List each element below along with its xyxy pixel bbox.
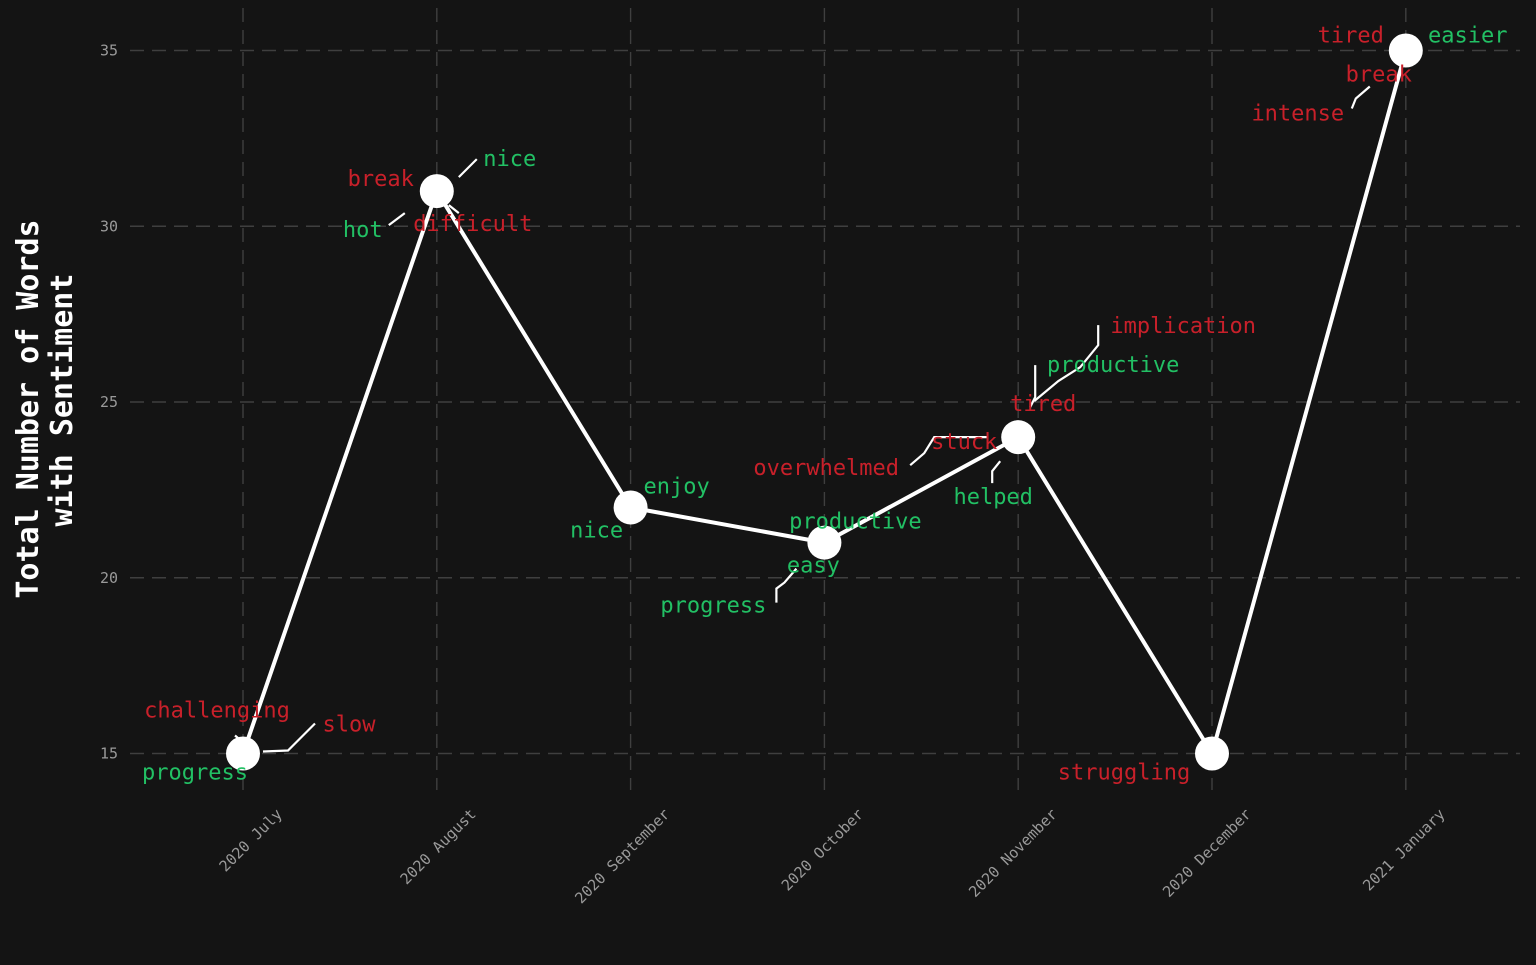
annotation-word-positive: productive xyxy=(1047,353,1179,378)
y-axis-label-line-1: Total Number of Words xyxy=(11,219,46,598)
annotation-word-positive: progress xyxy=(142,761,248,786)
annotation-word-negative: stuck xyxy=(931,430,997,455)
y-axis-label-line-2: with Sentiment xyxy=(45,274,80,527)
annotation-word-negative: break xyxy=(1346,63,1412,88)
data-point xyxy=(613,490,648,525)
annotation-word-positive: progress xyxy=(660,594,766,619)
data-point xyxy=(1195,736,1229,771)
annotation-leader xyxy=(1029,365,1037,408)
annotation-word-positive: enjoy xyxy=(643,474,709,499)
y-tick-label: 15 xyxy=(100,745,118,763)
annotation-word-negative: tired xyxy=(1318,24,1384,49)
annotation-word-negative: struggling xyxy=(1058,761,1190,786)
annotation-leader xyxy=(458,158,478,178)
annotation-word-negative: break xyxy=(348,167,414,192)
annotation-word-positive: easy xyxy=(787,554,840,579)
annotation-word-negative: challenging xyxy=(144,699,290,724)
annotation-leader xyxy=(1033,325,1100,402)
y-tick-label: 20 xyxy=(100,569,118,587)
data-points xyxy=(226,33,1423,771)
annotation-word-negative: implication xyxy=(1110,314,1256,339)
annotation-word-negative: intense xyxy=(1251,102,1344,127)
annotation-word-negative: slow xyxy=(323,713,377,738)
grid-layer xyxy=(130,8,1520,790)
y-tick-label: 25 xyxy=(100,393,118,411)
annotation-word-positive: hot xyxy=(343,218,383,243)
annotation-word-positive: helped xyxy=(953,485,1032,510)
annotation-leader xyxy=(388,212,406,226)
annotation-leaders xyxy=(234,85,1371,753)
y-tick-labels: 15 20 25 30 35 xyxy=(100,42,118,763)
y-tick-label: 30 xyxy=(100,217,118,235)
annotation-words: challenging slow progress nice break hot diffi… xyxy=(142,24,1508,786)
data-point xyxy=(419,174,454,209)
annotation-word-negative: tired xyxy=(1010,392,1076,417)
annotation-word-positive: nice xyxy=(570,518,623,543)
annotation-leader xyxy=(991,460,1002,484)
annotation-word-negative: difficult xyxy=(413,212,532,237)
y-axis-label: Total Number of Words with Sentiment xyxy=(11,201,80,598)
annotation-word-negative: overwhelmed xyxy=(753,456,899,481)
y-tick-label: 35 xyxy=(100,42,118,60)
data-point xyxy=(1001,420,1036,455)
annotation-leader xyxy=(775,567,798,603)
annotation-word-positive: productive xyxy=(789,510,921,535)
data-point xyxy=(1388,33,1423,68)
annotation-word-positive: easier xyxy=(1428,24,1507,49)
annotation-leader xyxy=(909,436,989,466)
annotation-leader xyxy=(448,204,460,214)
annotation-leader xyxy=(262,722,316,753)
annotation-leader xyxy=(1350,85,1371,109)
annotation-word-positive: nice xyxy=(483,147,536,172)
data-point xyxy=(226,736,260,771)
data-point xyxy=(807,525,842,560)
